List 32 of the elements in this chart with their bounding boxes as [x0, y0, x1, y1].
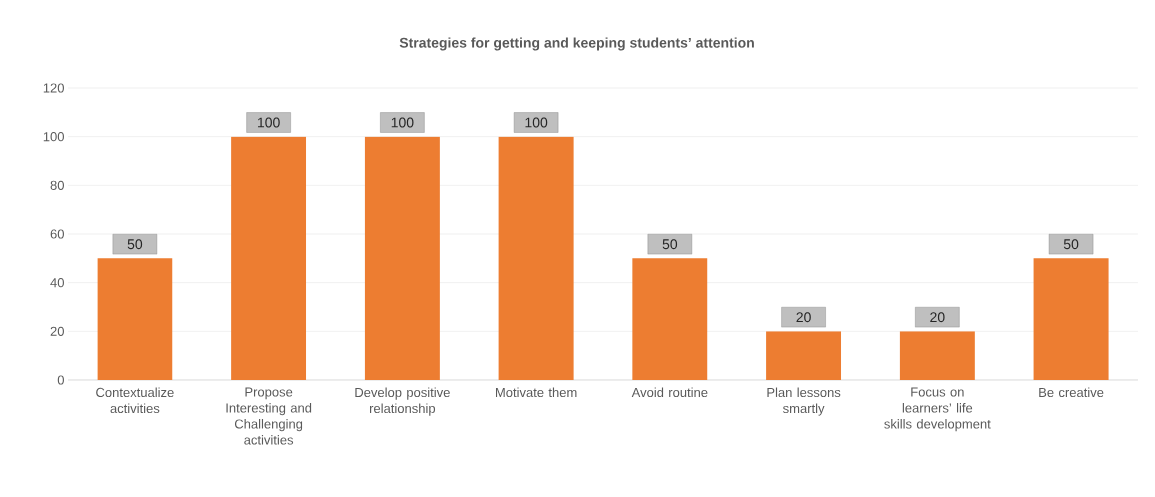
- y-tick-label: 80: [50, 180, 64, 190]
- chart-title: Strategies for getting and keeping students’ attention: [399, 37, 754, 51]
- x-tick-label: Propose Interesting and Challenging activities: [226, 387, 312, 445]
- y-tick-label: 0: [57, 375, 64, 385]
- x-tick-label: Plan lessons smartly: [767, 387, 841, 416]
- y-tick-label: 100: [43, 132, 64, 142]
- data-label: 50: [662, 239, 678, 250]
- bar: [1033, 258, 1109, 380]
- bar: [97, 258, 173, 380]
- y-tick-label: 40: [50, 278, 64, 288]
- bar: [498, 136, 574, 380]
- y-tick-label: 120: [43, 83, 64, 93]
- x-tick-label: Focus on learners’ life skills development: [884, 387, 991, 432]
- data-label: 20: [930, 312, 945, 323]
- y-tick-label: 60: [50, 229, 64, 239]
- x-tick-label: Contextualize activities: [96, 387, 174, 414]
- x-tick-label: Be creative: [1039, 387, 1104, 398]
- data-label: 20: [796, 312, 811, 323]
- x-tick-label: Motivate them: [496, 387, 577, 398]
- bar: [632, 258, 708, 380]
- data-label: 100: [258, 117, 280, 128]
- bar: [766, 331, 842, 380]
- bar: [899, 331, 975, 380]
- bar: [231, 136, 307, 380]
- y-tick-label: 20: [50, 326, 64, 336]
- data-label: 50: [1063, 239, 1079, 250]
- x-tick-label: Develop positive relationship: [355, 387, 450, 416]
- x-tick-label: Avoid routine: [631, 387, 708, 398]
- data-label: 100: [391, 117, 414, 128]
- data-label: 50: [127, 239, 143, 250]
- data-label: 100: [525, 117, 548, 128]
- bar: [364, 136, 440, 380]
